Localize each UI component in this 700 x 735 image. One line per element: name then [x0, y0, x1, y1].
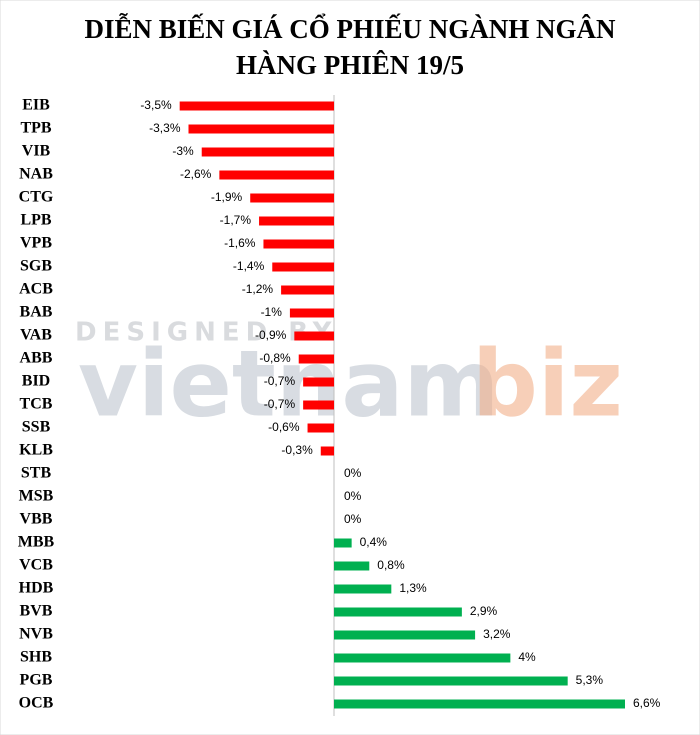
y-tick-label: SGB: [20, 258, 52, 275]
bar: [303, 377, 334, 387]
value-label: 6,6%: [633, 696, 661, 710]
y-tick-label: KLB: [19, 442, 53, 459]
value-label: 0%: [344, 489, 362, 503]
bar: [272, 262, 334, 272]
watermark-text: vietnam: [78, 330, 499, 437]
y-tick-label: BAB: [20, 304, 53, 321]
bar: [219, 170, 334, 180]
y-tick-label: MBB: [18, 534, 55, 551]
bar: [188, 124, 334, 134]
bar: [259, 216, 334, 226]
bar: [334, 607, 462, 617]
value-label: 2,9%: [470, 604, 498, 618]
chart-title: DIỄN BIẾN GIÁ CỔ PHIẾU NGÀNH NGÂN: [84, 13, 616, 44]
value-label: -2,6%: [180, 167, 212, 181]
y-tick-label: TCB: [20, 396, 53, 413]
bar: [334, 538, 352, 548]
value-label: -1%: [261, 305, 283, 319]
bar: [179, 101, 334, 111]
value-label: -3,3%: [149, 121, 181, 135]
y-tick-label: VCB: [19, 557, 53, 574]
value-label: -0,8%: [259, 351, 291, 365]
y-tick-label: BID: [22, 373, 50, 390]
bar: [298, 354, 334, 364]
bar: [334, 699, 625, 709]
y-tick-label: ABB: [20, 350, 53, 367]
value-label: 0%: [344, 466, 362, 480]
y-tick-label: PGB: [20, 672, 53, 689]
value-label: -0,6%: [268, 420, 300, 434]
value-label: -1,9%: [211, 190, 243, 204]
value-label: 1,3%: [399, 581, 427, 595]
value-label: -1,6%: [224, 236, 256, 250]
y-tick-label: SSB: [22, 419, 51, 436]
bar: [303, 400, 334, 410]
value-label: 3,2%: [483, 627, 511, 641]
y-tick-label: VAB: [20, 327, 52, 344]
value-label: -3%: [172, 144, 194, 158]
y-tick-label: LPB: [20, 212, 51, 229]
value-label: -0,3%: [281, 443, 313, 457]
bar: [334, 630, 476, 640]
watermark: DESIGNED BY vietnam biz: [75, 318, 623, 438]
y-tick-label: VPB: [20, 235, 52, 252]
value-label: 0,8%: [377, 558, 405, 572]
value-label: -1,4%: [233, 259, 265, 273]
value-label: 0,4%: [360, 535, 388, 549]
value-label: -0,7%: [264, 397, 296, 411]
y-tick-label: VBB: [20, 511, 53, 528]
bar: [289, 308, 334, 318]
y-tick-label: HDB: [19, 580, 54, 597]
y-tick-label: TPB: [20, 120, 51, 137]
value-label: -0,9%: [255, 328, 287, 342]
value-label: 0%: [344, 512, 362, 526]
watermark-text: DESIGNED BY: [75, 318, 337, 348]
y-tick-label: EIB: [22, 97, 50, 114]
bar: [307, 423, 334, 433]
value-label: -1,7%: [220, 213, 252, 227]
y-tick-label: NVB: [19, 626, 53, 643]
y-tick-label: VIB: [22, 143, 51, 160]
value-label: 5,3%: [576, 673, 604, 687]
bar: [250, 193, 334, 203]
bar: [201, 147, 334, 157]
y-tick-label: NAB: [19, 166, 53, 183]
y-tick-label: OCB: [19, 695, 54, 712]
value-label: -1,2%: [242, 282, 274, 296]
chart-title: HÀNG PHIÊN 19/5: [236, 50, 464, 80]
value-label: 4%: [518, 650, 536, 664]
value-label: -3,5%: [140, 98, 172, 112]
value-label: -0,7%: [264, 374, 296, 388]
y-tick-label: ACB: [19, 281, 53, 298]
y-tick-label: BVB: [20, 603, 53, 620]
bar: [334, 653, 511, 663]
y-tick-label: STB: [21, 465, 52, 482]
y-tick-label: MSB: [19, 488, 54, 505]
bar: [320, 446, 334, 456]
bar: [281, 285, 334, 295]
y-tick-label: SHB: [20, 649, 52, 666]
bar: [334, 561, 370, 571]
bar: [263, 239, 334, 249]
bar: [334, 676, 568, 686]
bar: [334, 584, 392, 594]
y-tick-label: CTG: [19, 189, 54, 206]
bar: [294, 331, 334, 341]
watermark-text: biz: [472, 330, 623, 437]
